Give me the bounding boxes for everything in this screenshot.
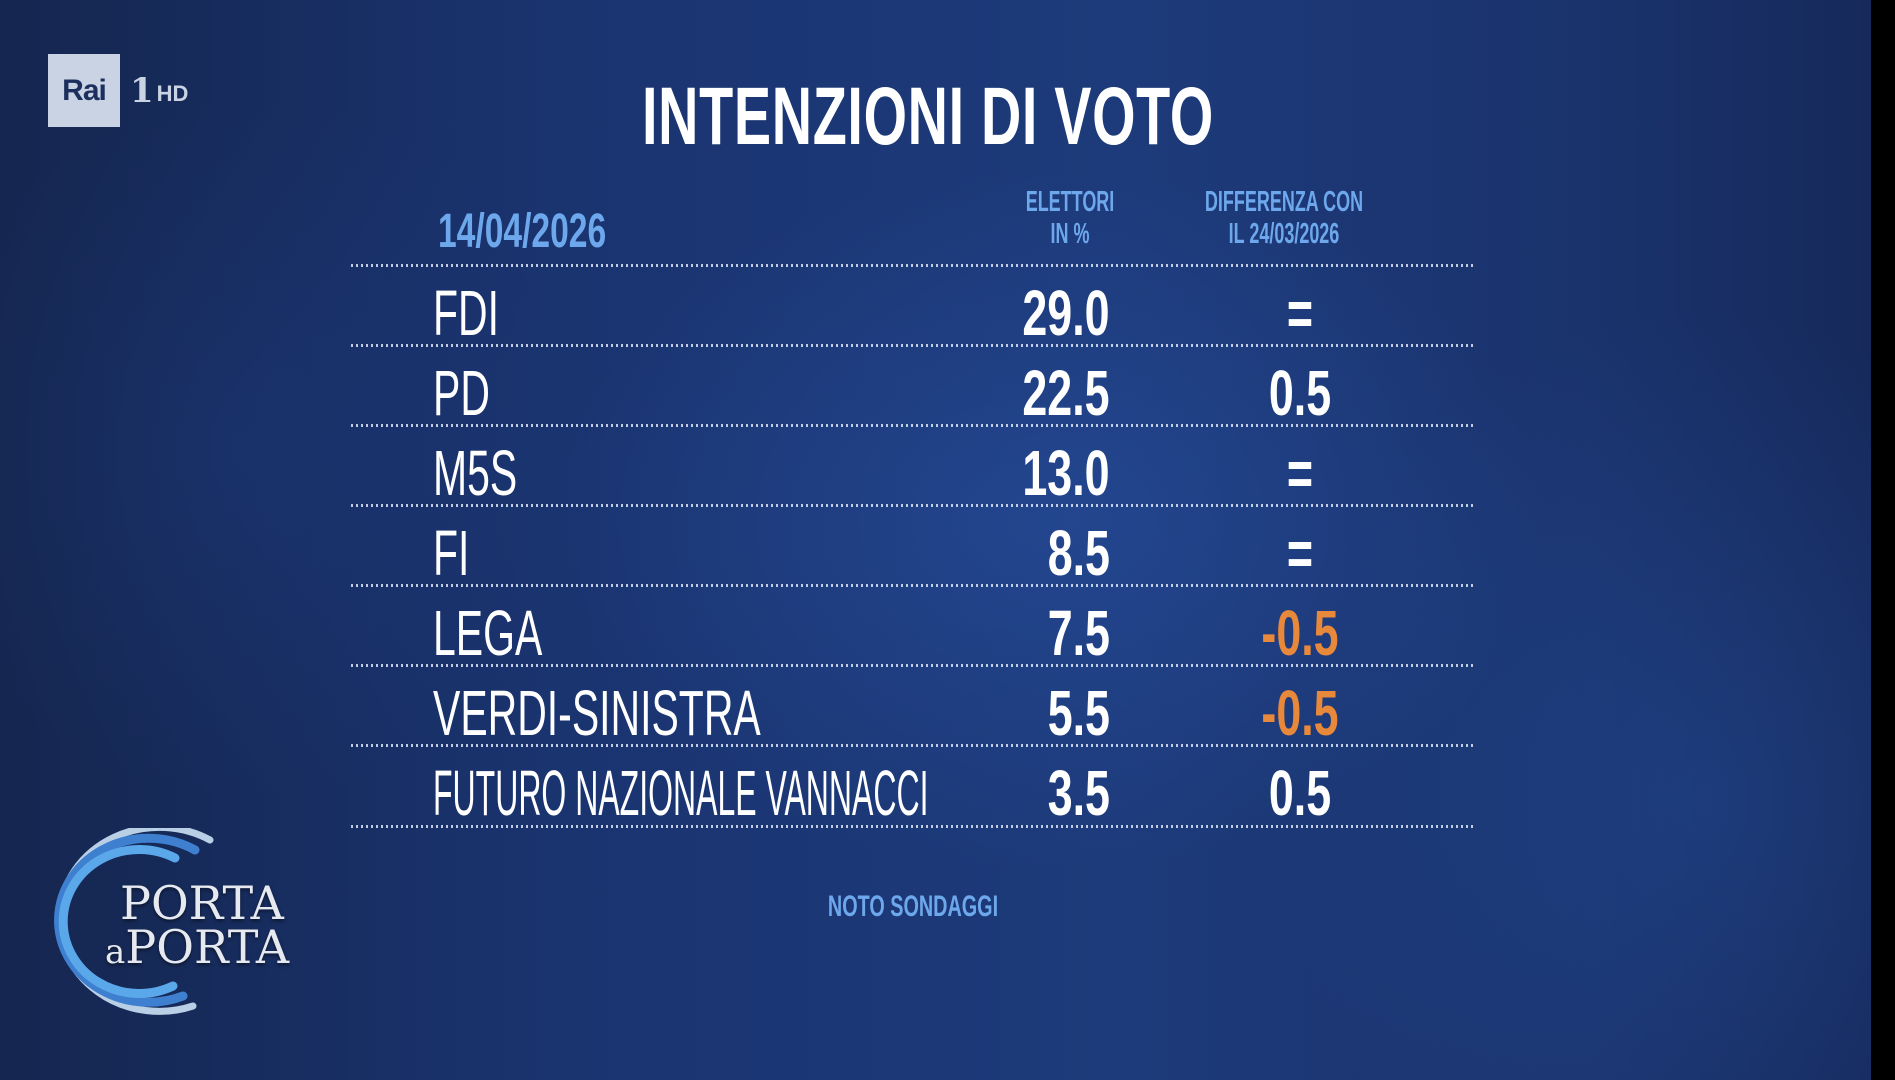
dotted-divider: [351, 825, 1476, 828]
rai-brand-box: Rai: [48, 54, 120, 127]
page-title: INTENZIONI DI VOTO: [642, 71, 1214, 162]
table-row: LEGA 7.5 -0.5: [0, 588, 1871, 669]
rai1-hd-logo: Rai 1 HD: [48, 54, 188, 127]
party-difference: =: [1286, 277, 1314, 349]
table-row: M5S 13.0 =: [0, 428, 1871, 509]
poll-source: NOTO SONDAGGI: [827, 890, 999, 923]
dotted-divider: [351, 664, 1476, 667]
party-name: FUTURO NAZIONALE VANNACCI: [433, 757, 929, 829]
dotted-divider: [351, 424, 1476, 427]
dotted-divider: [351, 584, 1476, 587]
table-row: VERDI-SINISTRA 5.5 -0.5: [0, 668, 1871, 749]
party-percentage: 29.0: [1022, 277, 1110, 349]
party-percentage: 22.5: [1022, 357, 1110, 429]
column-header-difference: DIFFERENZA CON IL 24/03/2026: [1172, 186, 1395, 250]
party-percentage: 5.5: [1047, 677, 1110, 749]
dotted-divider: [351, 264, 1476, 267]
dotted-divider: [351, 744, 1476, 747]
column-header-electors-line1: ELETTORI: [1025, 186, 1115, 218]
party-difference: =: [1286, 517, 1314, 589]
party-difference: 0.5: [1268, 757, 1332, 829]
dotted-divider: [351, 344, 1476, 347]
column-header-electors-line2: IN %: [1050, 218, 1090, 250]
column-header-difference-line2: IL 24/03/2026: [1228, 218, 1340, 250]
logo-line1: PORTA: [120, 876, 284, 930]
channel-quality: HD: [156, 80, 189, 106]
party-percentage: 13.0: [1022, 437, 1110, 509]
party-difference-negative: -0.5: [1261, 677, 1339, 749]
table-row: FDI 29.0 =: [0, 268, 1871, 349]
party-percentage: 3.5: [1047, 757, 1110, 829]
logo-line1-text: PORTA: [120, 876, 284, 930]
column-header-electors: ELETTORI IN %: [1008, 186, 1132, 250]
party-name: FDI: [433, 277, 499, 349]
party-difference: =: [1286, 437, 1314, 509]
party-name: M5S: [433, 437, 518, 509]
channel-number: 1: [130, 70, 154, 111]
table-row: FUTURO NAZIONALE VANNACCI 3.5 0.5: [0, 748, 1871, 829]
logo-line2-text: PORTA: [125, 920, 290, 974]
table-row: FI 8.5 =: [0, 508, 1871, 589]
party-percentage: 7.5: [1047, 597, 1110, 669]
party-name: VERDI-SINISTRA: [433, 677, 761, 749]
arcs-icon: [54, 823, 214, 1015]
logo-line2: aPORTA: [105, 920, 289, 974]
poll-date: 14/04/2026: [438, 204, 678, 259]
party-name: FI: [433, 517, 470, 589]
dotted-divider: [351, 504, 1476, 507]
rai-brand-text: Rai: [62, 73, 107, 107]
party-difference: 0.5: [1268, 357, 1332, 429]
party-name: LEGA: [433, 597, 543, 669]
logo-line2-prefix: a: [105, 932, 126, 972]
poll-date-text: 14/04/2026: [438, 205, 607, 258]
porta-a-porta-logo: PORTA aPORTA: [45, 823, 305, 1018]
table-row: PD 22.5 0.5: [0, 348, 1871, 429]
party-difference-negative: -0.5: [1261, 597, 1339, 669]
party-percentage: 8.5: [1047, 517, 1110, 589]
column-header-difference-line1: DIFFERENZA CON: [1204, 186, 1364, 218]
party-name: PD: [433, 357, 490, 429]
